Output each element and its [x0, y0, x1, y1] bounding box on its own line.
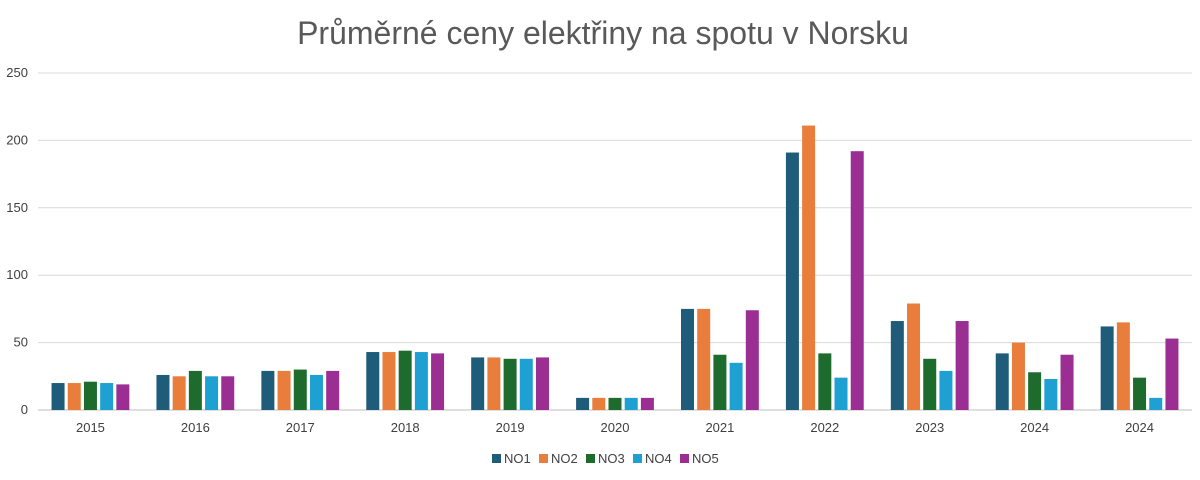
x-tick-label: 2016	[181, 420, 210, 435]
bar-no2-0	[67, 383, 81, 410]
legend-label-no4: NO4	[645, 451, 672, 466]
bar-no5-0	[116, 384, 130, 410]
x-tick-label: 2019	[496, 420, 525, 435]
legend-label-no2: NO2	[551, 451, 578, 466]
bar-no5-2	[326, 370, 340, 410]
x-axis-ticks: 2015 2016 2017 2018 2019 2020 2021 2022 2023 2024…	[76, 420, 1154, 435]
legend-swatch-no1	[492, 454, 501, 463]
y-tick-label: 0	[21, 402, 28, 417]
bar-no2-4	[487, 357, 501, 410]
bar-no1-1	[156, 374, 170, 410]
bar-no4-9	[1044, 379, 1058, 410]
y-tick-label: 50	[14, 335, 28, 350]
x-tick-label: 2024	[1125, 420, 1154, 435]
legend: NO1 NO2 NO3 NO4 NO5	[492, 451, 719, 466]
bar-no1-10	[1100, 326, 1114, 410]
bar-no2-7	[802, 125, 816, 410]
bar-no5-10	[1165, 338, 1179, 410]
bar-no2-8	[907, 303, 921, 410]
x-tick-label: 2021	[705, 420, 734, 435]
chart-title: Průměrné ceny elektřiny na spotu v Norsk…	[297, 15, 909, 51]
bar-no4-8	[939, 370, 953, 410]
x-tick-label: 2017	[286, 420, 315, 435]
y-axis-ticks: 0 50 100 150 200 250	[6, 65, 28, 417]
bar-no4-10	[1149, 397, 1163, 410]
bar-no2-10	[1116, 322, 1130, 410]
legend-swatch-no2	[539, 454, 548, 463]
bar-no3-0	[83, 381, 97, 410]
bar-no1-0	[51, 383, 65, 410]
y-tick-label: 100	[6, 267, 28, 282]
bar-no3-1	[188, 370, 202, 410]
bar-no1-3	[366, 352, 380, 410]
legend-label-no1: NO1	[504, 451, 531, 466]
bar-no2-6	[697, 308, 711, 410]
bar-no3-6	[713, 354, 727, 410]
legend-label-no5: NO5	[692, 451, 719, 466]
legend-swatch-no3	[586, 454, 595, 463]
bar-no5-1	[221, 376, 235, 410]
x-tick-label: 2018	[391, 420, 420, 435]
bar-no5-8	[955, 321, 969, 410]
bar-no4-7	[834, 377, 848, 410]
bar-no3-8	[923, 358, 937, 410]
y-tick-label: 150	[6, 200, 28, 215]
bar-no3-2	[293, 369, 307, 410]
bar-no5-4	[535, 357, 549, 410]
x-tick-label: 2023	[915, 420, 944, 435]
x-tick-label: 2020	[601, 420, 630, 435]
bar-no2-2	[277, 370, 291, 410]
bar-no2-9	[1011, 342, 1025, 410]
bar-no1-2	[261, 370, 275, 410]
bar-no1-8	[890, 321, 904, 410]
x-tick-label: 2015	[76, 420, 105, 435]
x-tick-label: 2022	[810, 420, 839, 435]
bar-no3-3	[398, 350, 412, 410]
bar-no4-4	[519, 358, 533, 410]
bar-no2-1	[172, 376, 186, 410]
bar-no1-6	[681, 308, 695, 410]
x-tick-label: 2024	[1020, 420, 1049, 435]
bar-no4-0	[100, 383, 114, 410]
bar-no5-6	[745, 310, 759, 410]
bar-no4-5	[624, 397, 638, 410]
bar-no1-4	[471, 357, 485, 410]
bar-no1-9	[995, 353, 1009, 410]
legend-label-no3: NO3	[598, 451, 625, 466]
bar-no1-7	[785, 152, 799, 410]
bar-no4-1	[205, 376, 219, 410]
bar-no2-3	[382, 352, 396, 410]
bar-no4-3	[414, 352, 428, 410]
bar-no4-6	[729, 362, 743, 410]
bar-no3-4	[503, 358, 517, 410]
bar-no3-7	[818, 353, 832, 410]
bar-no5-7	[850, 151, 864, 410]
bar-no2-5	[592, 397, 606, 410]
legend-swatch-no4	[633, 454, 642, 463]
bars	[51, 125, 1179, 410]
bar-no5-5	[640, 397, 654, 410]
bar-no1-5	[576, 397, 590, 410]
legend-swatch-no5	[680, 454, 689, 463]
y-tick-label: 250	[6, 65, 28, 80]
y-tick-label: 200	[6, 132, 28, 147]
bar-no4-2	[309, 374, 323, 410]
bar-no5-3	[431, 353, 445, 410]
bar-no3-5	[608, 397, 622, 410]
bar-no5-9	[1060, 354, 1074, 410]
bar-no3-10	[1133, 377, 1147, 410]
bar-no3-9	[1028, 372, 1042, 410]
